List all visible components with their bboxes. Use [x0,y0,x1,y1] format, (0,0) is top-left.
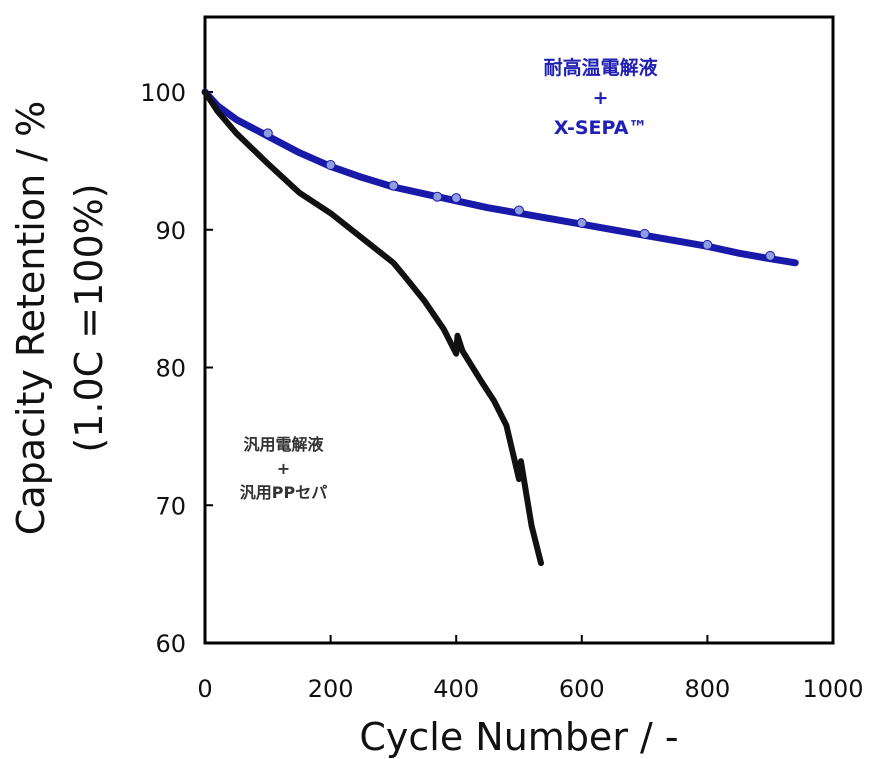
x-tick-label: 600 [559,675,605,703]
series-marker [432,191,443,202]
series-marker [262,128,273,139]
y-tick-label: 100 [140,79,186,107]
y-axis-label-unit: (1.0C =100%) [67,183,111,452]
series-marker [325,160,336,171]
y-tick-label: 70 [155,492,186,520]
y-tick-label: 80 [155,355,186,383]
series-marker [576,217,587,228]
annotation-generic-line: 汎用PPセパ [240,483,327,502]
series-marker [451,193,462,204]
y-axis-label: Capacity Retention / % [9,101,53,535]
series-line-generic [202,89,544,567]
series-marker [388,180,399,191]
y-tick-label: 60 [155,630,186,658]
series-line-xsepa [201,88,799,267]
annotation-generic-line: + [277,459,290,478]
x-tick-label: 400 [433,675,479,703]
annotation-xsepa-line: 耐高温電解液 [544,56,659,79]
series-marker [765,250,776,261]
series-marker [514,205,524,216]
x-tick-label: 1000 [802,675,863,703]
y-tick-label: 90 [155,217,186,245]
x-axis-label: Cycle Number / - [359,715,678,759]
annotation-xsepa-line: X-SEPA™ [554,117,648,139]
x-tick-label: 800 [684,675,730,703]
x-tick-label: 200 [308,675,354,703]
annotation-generic-line: 汎用電解液 [243,435,324,454]
x-tick-label: 0 [197,675,212,703]
annotation-xsepa-line: + [593,87,609,109]
plot-frame [203,15,835,645]
series-marker [702,239,713,250]
series-marker [639,228,650,239]
